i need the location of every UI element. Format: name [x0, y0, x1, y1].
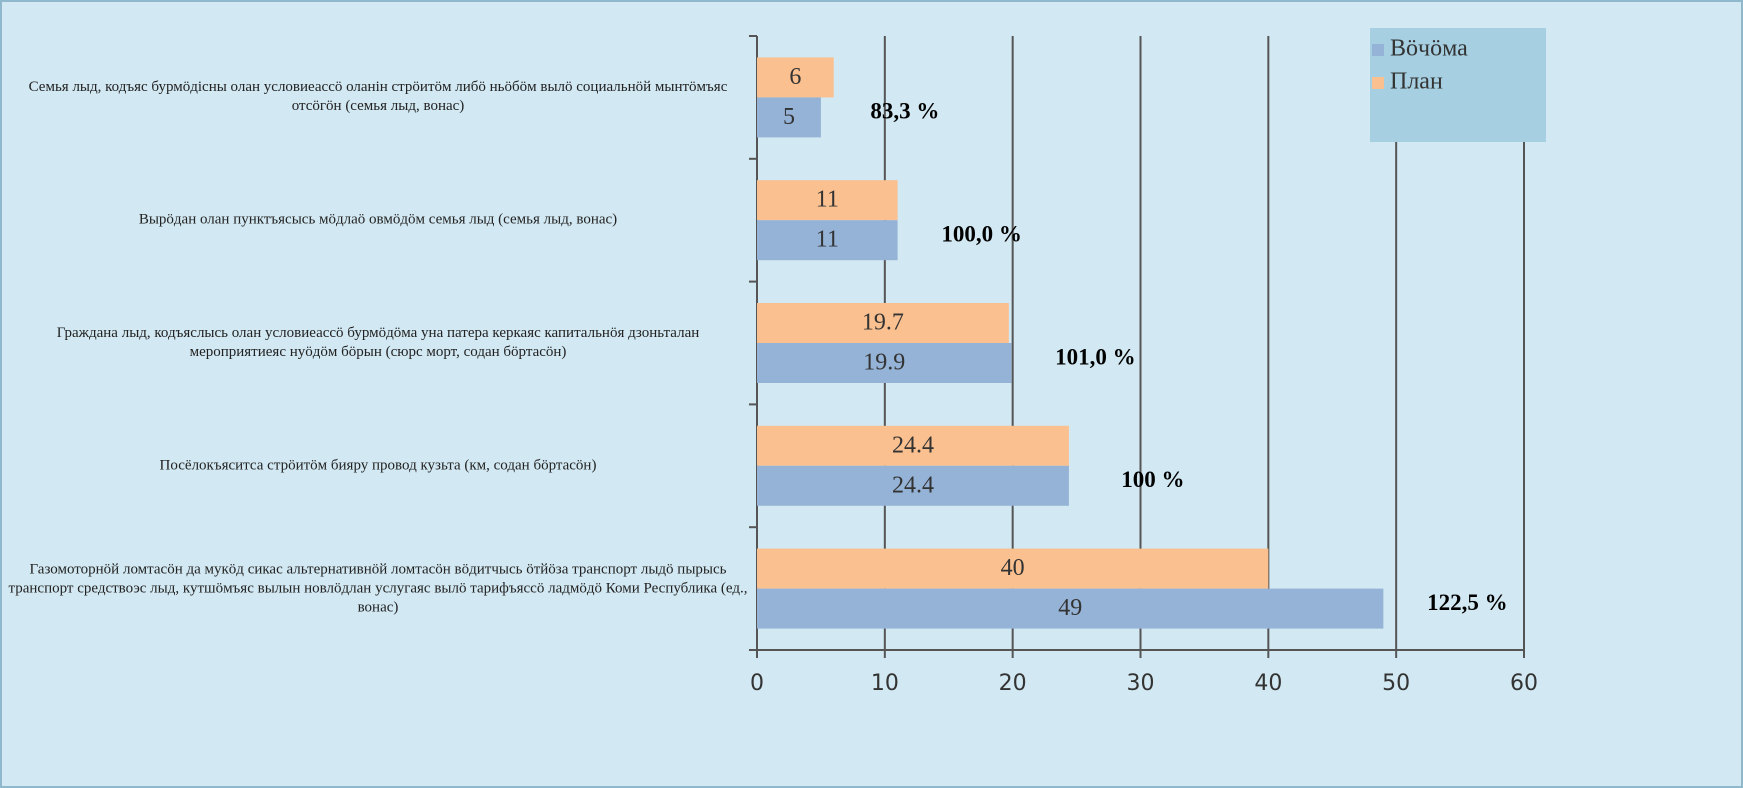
- bar: [757, 97, 821, 138]
- x-tick-label: 10: [871, 671, 899, 696]
- data-label: 19.9: [863, 350, 905, 376]
- bar: [757, 220, 898, 261]
- legend-swatch: [1372, 44, 1384, 56]
- legend-swatch: [1372, 77, 1384, 89]
- data-label: 40: [1001, 555, 1025, 581]
- legend-label: Вӧчӧма: [1390, 36, 1468, 62]
- x-tick-label: 30: [1127, 671, 1155, 696]
- percent-annotation: 101,0 %: [1055, 344, 1136, 369]
- category-label: Семья лыд, кодъяс бурмӧдісны олан услови…: [28, 79, 728, 115]
- category-label: Посёлокъяситса стрӧитӧм бияру провод куз…: [159, 457, 597, 474]
- data-label: 6: [789, 64, 801, 90]
- data-label: 24.4: [892, 472, 934, 498]
- percent-annotation: 100,0 %: [941, 221, 1022, 246]
- bar: [757, 303, 1009, 343]
- bar: [757, 425, 1069, 466]
- x-tick-label: 40: [1254, 671, 1282, 696]
- category-label: Граждана лыд, кодъяслысь олан условиеасс…: [56, 325, 700, 360]
- data-label: 11: [816, 187, 839, 213]
- legend-box: [1370, 28, 1546, 142]
- percent-annotation: 83,3 %: [870, 99, 939, 124]
- x-tick-label: 60: [1510, 671, 1538, 696]
- bar: [757, 57, 834, 98]
- data-label: 11: [816, 227, 839, 253]
- data-label: 19.7: [862, 310, 904, 336]
- bar: [757, 548, 1269, 589]
- data-label: 49: [1058, 595, 1082, 621]
- bar: [757, 180, 898, 221]
- bar: [757, 588, 1384, 629]
- legend-label: План: [1390, 69, 1443, 95]
- x-tick-label: 50: [1382, 671, 1410, 696]
- bar: [757, 465, 1069, 506]
- data-label: 24.4: [892, 432, 934, 458]
- x-tick-label: 0: [750, 671, 764, 696]
- percent-annotation: 100 %: [1121, 467, 1184, 492]
- data-label: 5: [783, 104, 795, 130]
- x-tick-label: 20: [999, 671, 1027, 696]
- bar: [757, 343, 1012, 383]
- percent-annotation: 122,5 %: [1427, 590, 1508, 615]
- category-label: Вырӧдан олан пунктъясысь мӧдлаӧ овмӧдӧм …: [138, 211, 618, 228]
- category-label: Газомоторнӧй ломтасӧн да мукӧд сикас аль…: [8, 561, 748, 616]
